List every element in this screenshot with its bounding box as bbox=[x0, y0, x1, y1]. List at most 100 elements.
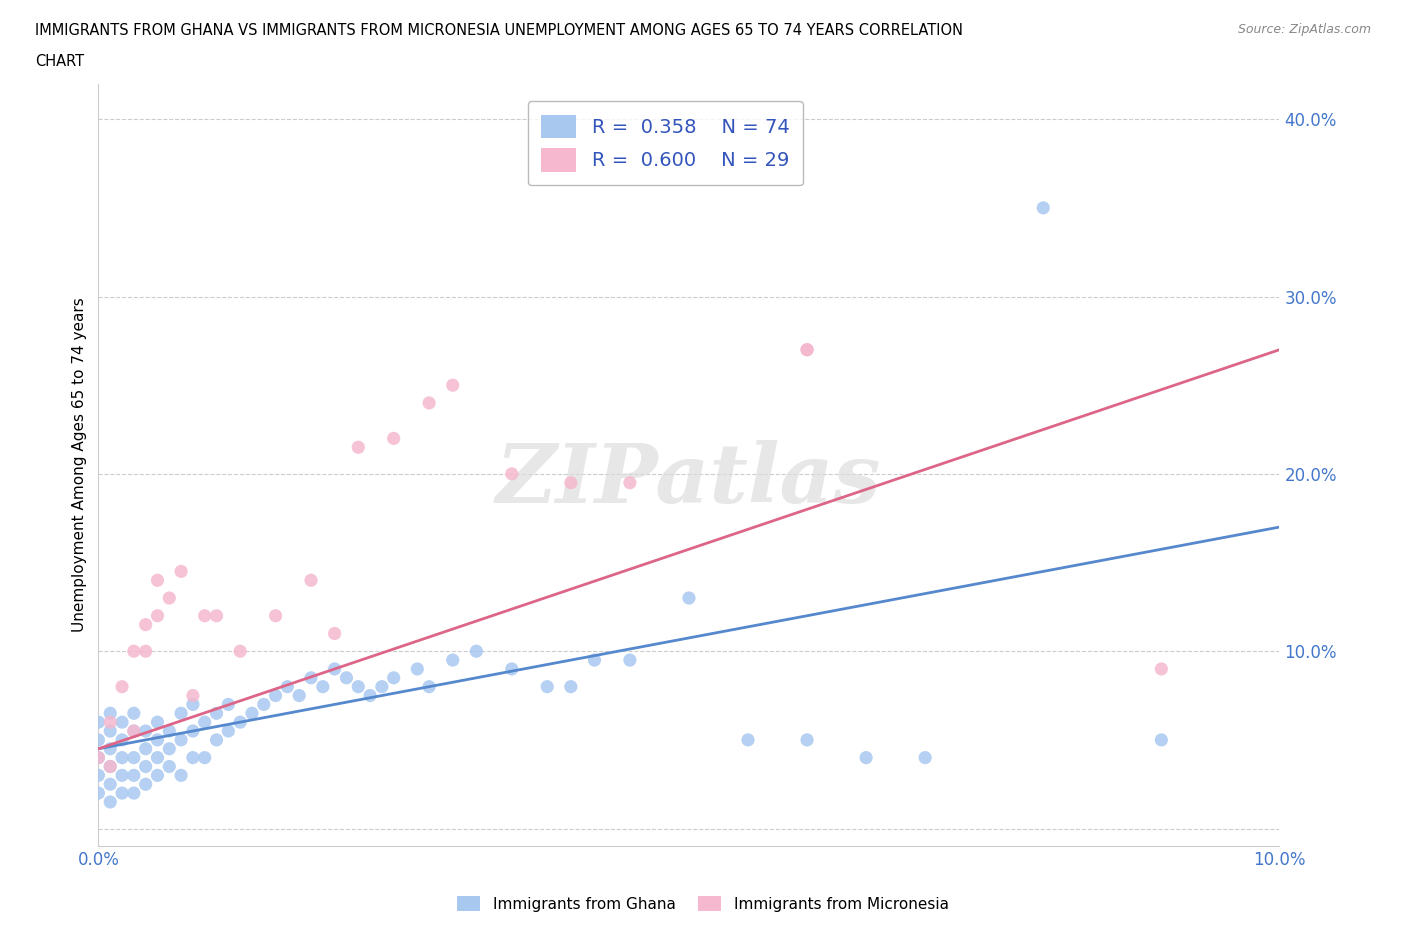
Point bbox=[560, 475, 582, 490]
Point bbox=[406, 661, 429, 676]
Point bbox=[205, 608, 228, 623]
Point bbox=[217, 724, 239, 738]
Point bbox=[194, 715, 217, 730]
Point bbox=[382, 671, 405, 685]
Point bbox=[87, 786, 110, 801]
Point bbox=[1150, 661, 1173, 676]
Point bbox=[157, 759, 180, 774]
Point bbox=[170, 733, 193, 748]
Point bbox=[170, 564, 193, 578]
Point bbox=[87, 733, 110, 748]
Point bbox=[111, 715, 134, 730]
Point bbox=[122, 786, 145, 801]
Text: Source: ZipAtlas.com: Source: ZipAtlas.com bbox=[1237, 23, 1371, 36]
Point bbox=[501, 661, 523, 676]
Point bbox=[194, 751, 217, 765]
Point bbox=[135, 618, 157, 632]
Point bbox=[796, 342, 818, 357]
Point bbox=[264, 688, 287, 703]
Point bbox=[288, 688, 311, 703]
Point bbox=[98, 741, 121, 756]
Point bbox=[122, 644, 145, 658]
Point bbox=[146, 573, 169, 588]
Point bbox=[157, 591, 180, 605]
Point bbox=[111, 786, 134, 801]
Point bbox=[98, 715, 121, 730]
Point bbox=[146, 608, 169, 623]
Point bbox=[253, 697, 276, 711]
Point bbox=[111, 768, 134, 783]
Point bbox=[229, 644, 252, 658]
Point bbox=[299, 671, 322, 685]
Point bbox=[98, 724, 121, 738]
Point bbox=[796, 733, 818, 748]
Point bbox=[98, 706, 121, 721]
Text: ZIPatlas: ZIPatlas bbox=[496, 440, 882, 520]
Point bbox=[181, 688, 204, 703]
Point bbox=[914, 751, 936, 765]
Point bbox=[87, 751, 110, 765]
Point bbox=[240, 706, 263, 721]
Point bbox=[1032, 200, 1054, 215]
Point bbox=[217, 697, 239, 711]
Point bbox=[312, 679, 335, 694]
Point bbox=[146, 715, 169, 730]
Point bbox=[157, 724, 180, 738]
Point bbox=[87, 768, 110, 783]
Point bbox=[264, 608, 287, 623]
Text: IMMIGRANTS FROM GHANA VS IMMIGRANTS FROM MICRONESIA UNEMPLOYMENT AMONG AGES 65 T: IMMIGRANTS FROM GHANA VS IMMIGRANTS FROM… bbox=[35, 23, 963, 38]
Point bbox=[229, 715, 252, 730]
Point bbox=[98, 759, 121, 774]
Point bbox=[1150, 733, 1173, 748]
Point bbox=[111, 751, 134, 765]
Point bbox=[170, 706, 193, 721]
Point bbox=[371, 679, 394, 694]
Legend: R =  0.358    N = 74, R =  0.600    N = 29: R = 0.358 N = 74, R = 0.600 N = 29 bbox=[527, 101, 803, 185]
Point bbox=[501, 467, 523, 482]
Point bbox=[135, 644, 157, 658]
Point bbox=[347, 440, 370, 455]
Point bbox=[205, 733, 228, 748]
Point bbox=[441, 653, 464, 668]
Point bbox=[194, 608, 217, 623]
Y-axis label: Unemployment Among Ages 65 to 74 years: Unemployment Among Ages 65 to 74 years bbox=[72, 298, 87, 632]
Point bbox=[205, 706, 228, 721]
Point bbox=[146, 733, 169, 748]
Point bbox=[181, 697, 204, 711]
Point bbox=[737, 733, 759, 748]
Point bbox=[335, 671, 357, 685]
Point bbox=[170, 768, 193, 783]
Point bbox=[323, 626, 346, 641]
Point bbox=[619, 653, 641, 668]
Point bbox=[87, 751, 110, 765]
Point bbox=[276, 679, 298, 694]
Point bbox=[98, 759, 121, 774]
Point bbox=[382, 431, 405, 445]
Point bbox=[418, 395, 440, 410]
Point bbox=[323, 661, 346, 676]
Point bbox=[111, 679, 134, 694]
Point bbox=[418, 679, 440, 694]
Point bbox=[583, 653, 606, 668]
Point bbox=[441, 378, 464, 392]
Point bbox=[465, 644, 488, 658]
Point bbox=[157, 741, 180, 756]
Point bbox=[122, 724, 145, 738]
Point bbox=[619, 475, 641, 490]
Point bbox=[135, 741, 157, 756]
Point bbox=[135, 777, 157, 791]
Point bbox=[560, 679, 582, 694]
Point bbox=[359, 688, 381, 703]
Point bbox=[347, 679, 370, 694]
Point bbox=[146, 751, 169, 765]
Point bbox=[122, 706, 145, 721]
Point bbox=[796, 342, 818, 357]
Point bbox=[122, 768, 145, 783]
Point bbox=[299, 573, 322, 588]
Point bbox=[181, 724, 204, 738]
Point bbox=[536, 679, 558, 694]
Point bbox=[98, 777, 121, 791]
Point bbox=[98, 794, 121, 809]
Point bbox=[855, 751, 877, 765]
Point bbox=[678, 591, 700, 605]
